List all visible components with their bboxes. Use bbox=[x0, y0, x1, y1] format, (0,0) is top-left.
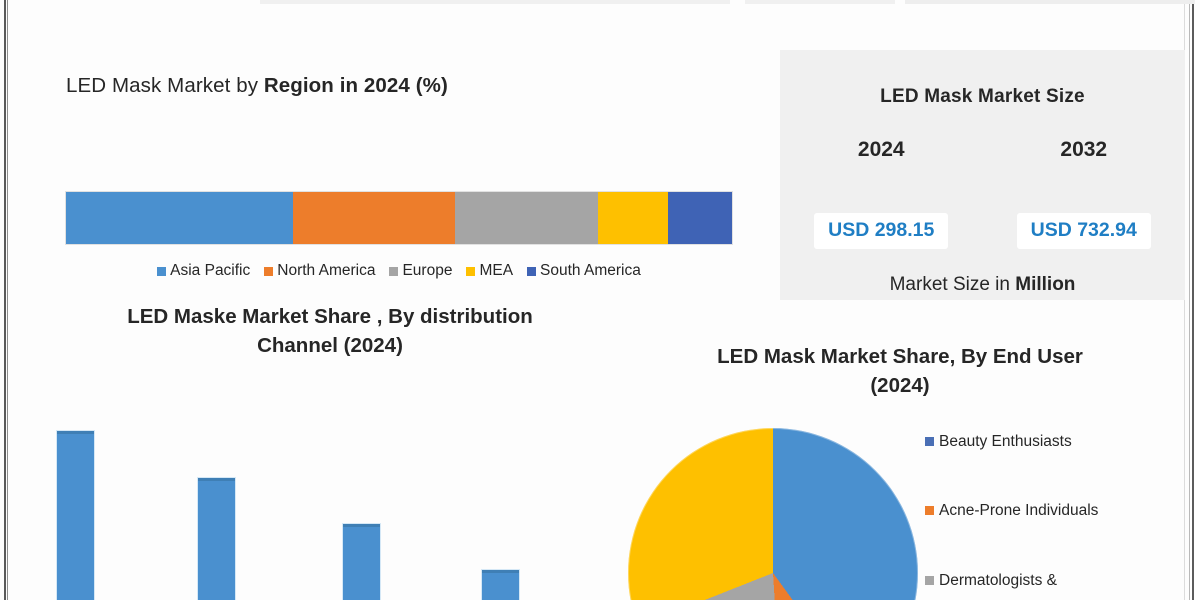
region-legend-item: North America bbox=[264, 262, 375, 280]
region-legend-item: MEA bbox=[466, 262, 513, 280]
region-legend-label: North America bbox=[277, 262, 376, 279]
market-size-year: 2032 bbox=[1060, 138, 1108, 161]
region-bar-segment bbox=[454, 192, 599, 244]
region-legend-item: Asia Pacific bbox=[157, 262, 250, 280]
end-user-chart-legend: Beauty Enthusiasts Acne-Prone Individuals… bbox=[925, 432, 1193, 600]
end-user-legend-item: Dermatologists & bbox=[925, 571, 1193, 590]
market-size-value-cell: USD 298.15 bbox=[780, 213, 983, 249]
region-bar-segment bbox=[598, 192, 669, 244]
region-legend-item: South America bbox=[527, 262, 641, 280]
region-stacked-bar bbox=[66, 192, 732, 244]
market-size-footer-plain: Market Size in bbox=[889, 274, 1016, 295]
distribution-bar bbox=[482, 570, 519, 600]
distribution-chart-title-line2: Channel (2024) bbox=[257, 334, 403, 358]
region-legend-label: South America bbox=[540, 262, 641, 279]
legend-swatch-icon bbox=[466, 266, 476, 276]
market-size-year: 2024 bbox=[857, 138, 905, 161]
market-size-panel: LED Mask Market Size 2024 2032 USD 298.15… bbox=[780, 50, 1185, 300]
page-left-border bbox=[4, 0, 6, 600]
region-chart-title: LED Mask Market by Region in 2024 (%) bbox=[66, 74, 626, 98]
end-user-chart-title-line1: LED Mask Market Share, By End User bbox=[717, 345, 1083, 368]
market-size-years: 2024 2032 bbox=[780, 138, 1185, 162]
legend-swatch-icon bbox=[925, 506, 934, 516]
distribution-bar bbox=[343, 524, 380, 600]
end-user-legend-label: Beauty Enthusiasts bbox=[939, 433, 1072, 450]
market-size-value-cell: USD 732.94 bbox=[983, 213, 1186, 249]
page-right-border-inner bbox=[1189, 0, 1190, 600]
region-legend-label: Asia Pacific bbox=[170, 262, 251, 279]
legend-swatch-icon bbox=[527, 266, 537, 276]
market-size-footer: Market Size in Million bbox=[780, 274, 1185, 296]
top-cropped-strip-middle bbox=[745, 0, 895, 4]
end-user-chart-title-line2: (2024) bbox=[870, 374, 930, 398]
page-right-border bbox=[1192, 0, 1194, 600]
region-bar-segment bbox=[293, 192, 455, 244]
market-size-value: USD 732.94 bbox=[1016, 213, 1151, 249]
end-user-chart-title: LED Mask Market Share, By End User (2024… bbox=[660, 342, 1140, 400]
market-size-footer-bold: Million bbox=[1015, 274, 1076, 295]
distribution-bar bbox=[198, 478, 235, 600]
distribution-chart-title: LED Maske Market Share , By distribution… bbox=[30, 302, 630, 360]
region-chart-legend: Asia Pacific North America Europe MEA South … bbox=[66, 261, 732, 281]
region-bar-segment bbox=[66, 192, 294, 244]
region-chart-title-bold: Region in 2024 (%) bbox=[263, 74, 448, 97]
legend-swatch-icon bbox=[925, 437, 934, 446]
legend-swatch-icon bbox=[389, 266, 399, 276]
end-user-legend-item: Acne-Prone Individuals bbox=[925, 501, 1193, 520]
region-legend-item: Europe bbox=[389, 262, 452, 280]
legend-swatch-icon bbox=[264, 266, 274, 276]
market-size-values: USD 298.15 USD 732.94 bbox=[780, 213, 1185, 249]
page-right-border-outer bbox=[1184, 0, 1185, 600]
distribution-chart-title-line1: LED Maske Market Share , By distribution bbox=[127, 305, 533, 328]
region-chart-title-plain: LED Mask Market by bbox=[66, 74, 264, 97]
region-legend-label: MEA bbox=[479, 262, 514, 279]
end-user-legend-item: Beauty Enthusiasts bbox=[925, 432, 1193, 451]
end-user-legend-label: Dermatologists & bbox=[939, 571, 1058, 589]
market-size-heading: LED Mask Market Size bbox=[880, 86, 1085, 107]
legend-swatch-icon bbox=[925, 575, 934, 585]
top-cropped-strip-left bbox=[260, 0, 730, 4]
region-bar-segment bbox=[668, 192, 732, 244]
end-user-legend-label: Acne-Prone Individuals bbox=[939, 502, 1099, 520]
legend-swatch-icon bbox=[157, 266, 167, 276]
end-user-pie-chart bbox=[628, 428, 918, 600]
top-cropped-strip-right bbox=[905, 0, 1195, 4]
distribution-bar bbox=[57, 431, 94, 600]
region-legend-label: Europe bbox=[402, 262, 453, 279]
market-size-value: USD 298.15 bbox=[814, 213, 949, 249]
page-left-border-inner bbox=[7, 0, 8, 600]
distribution-bar-chart bbox=[30, 400, 600, 600]
